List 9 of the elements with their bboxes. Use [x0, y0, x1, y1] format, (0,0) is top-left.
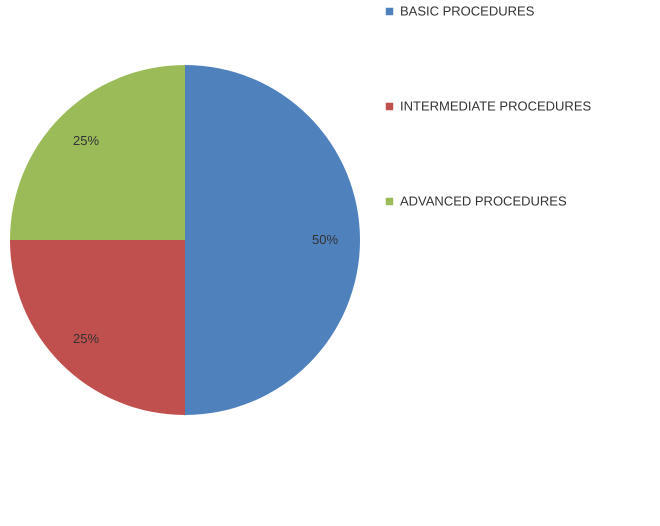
- pie-slice: [10, 240, 185, 415]
- pie-slice: [185, 65, 360, 415]
- pie-slice: [10, 65, 185, 240]
- data-label: 25%: [72, 330, 100, 346]
- legend-label: BASIC PROCEDURES: [400, 4, 535, 18]
- data-label: 50%: [312, 232, 338, 247]
- legend-label: ADVANCED PROCEDURES: [400, 194, 567, 208]
- data-label: 25%: [72, 133, 100, 148]
- legend-label: INTERMEDIATE PROCEDURES: [400, 98, 592, 114]
